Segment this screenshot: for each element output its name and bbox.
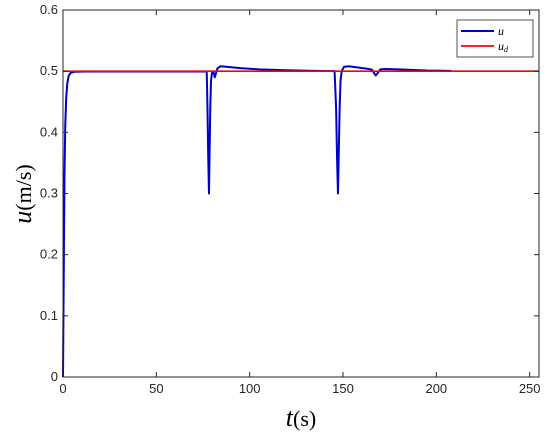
y-tick-label: 0.6 — [40, 2, 58, 17]
y-tick-label: 0.3 — [40, 186, 58, 201]
x-axis-label: t(s) — [286, 403, 316, 432]
tick-layer: 0 50 100 150 200 250 0 0.1 0.2 0.3 0.4 0.5 0.6 — [40, 2, 541, 396]
x-tick-label: 250 — [519, 381, 541, 396]
x-tick-label: 150 — [332, 381, 354, 396]
series-layer — [62, 65, 539, 378]
x-tick-label: 0 — [59, 381, 66, 396]
legend-box — [456, 19, 534, 58]
plot-background — [63, 10, 539, 377]
x-tick-label: 50 — [149, 381, 163, 396]
y-axis-label: u(m/s) — [8, 164, 37, 223]
y-tick-label: 0.4 — [40, 124, 58, 139]
legend-label-u: u — [498, 24, 504, 38]
legend-label-ud: ud — [498, 39, 509, 54]
y-tick-label: 0.1 — [40, 308, 58, 323]
y-tick-label: 0.5 — [40, 63, 58, 78]
y-tick-label: 0.2 — [40, 247, 58, 262]
legend: u ud — [456, 19, 534, 58]
x-tick-label: 200 — [425, 381, 447, 396]
x-tick-label: 100 — [239, 381, 261, 396]
y-tick-label: 0 — [51, 369, 58, 384]
